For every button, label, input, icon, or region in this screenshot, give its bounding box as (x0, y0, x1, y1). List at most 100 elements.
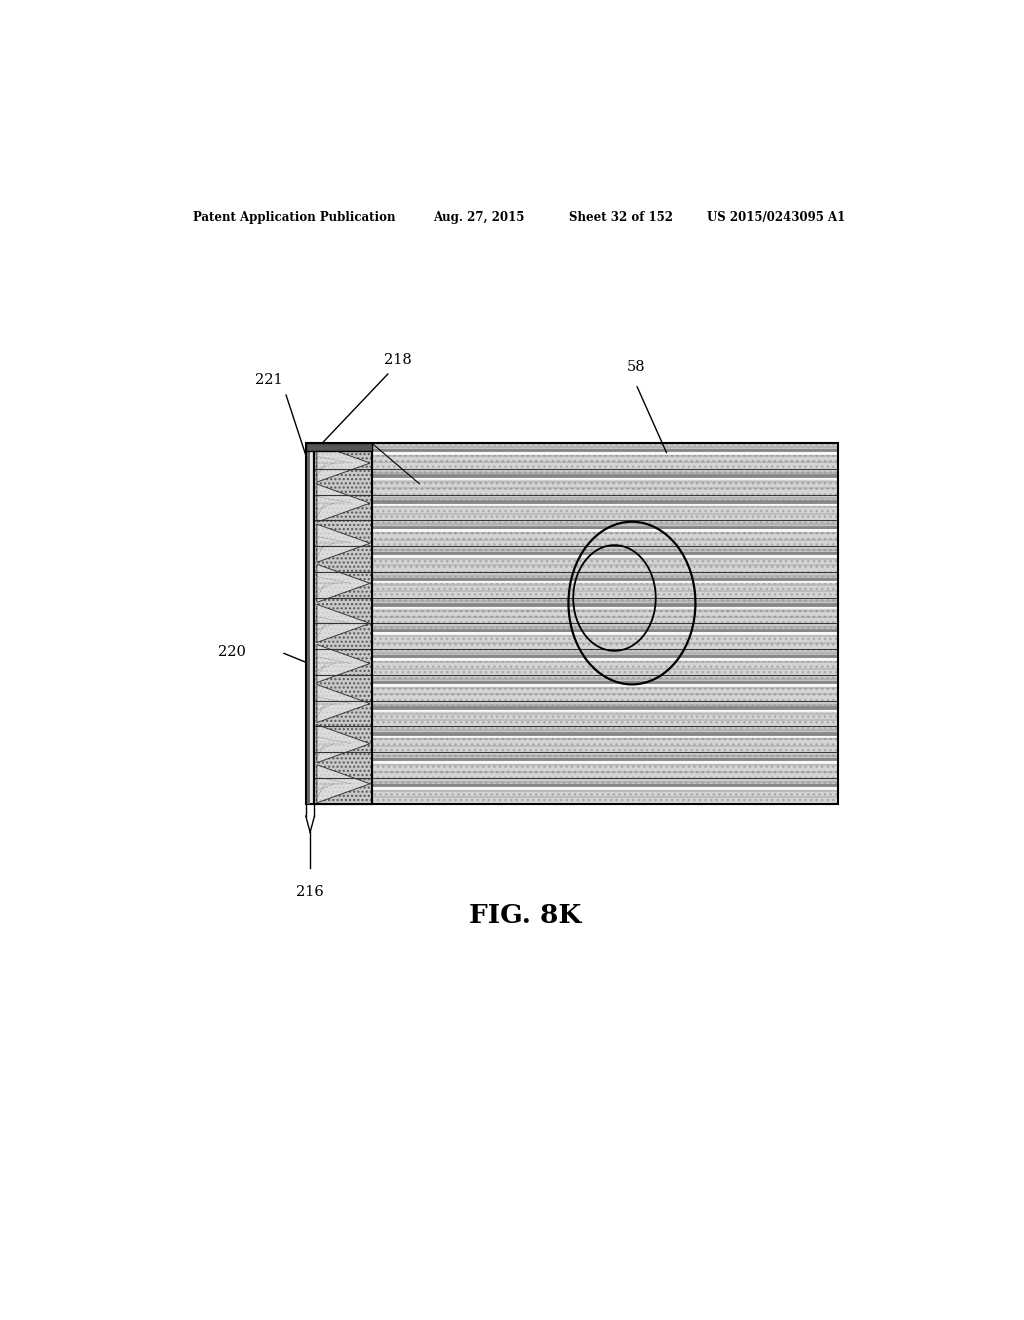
Bar (372, 583, 839, 598)
Bar (372, 557, 839, 572)
Bar (372, 480, 839, 495)
Bar (372, 635, 839, 649)
Bar (314, 444, 372, 804)
Bar (306, 444, 373, 451)
Bar (372, 777, 839, 784)
Bar (372, 713, 839, 726)
Bar (372, 713, 839, 726)
Bar (372, 520, 839, 525)
Bar (307, 444, 309, 804)
Bar (372, 503, 839, 506)
Polygon shape (316, 605, 370, 643)
Text: Patent Application Publication: Patent Application Publication (194, 211, 395, 224)
Bar (372, 789, 839, 804)
Bar (372, 598, 839, 603)
Bar (372, 661, 839, 675)
Bar (372, 738, 839, 752)
Bar (372, 520, 839, 525)
Bar (372, 454, 839, 469)
Bar (372, 681, 839, 684)
Bar (372, 449, 839, 451)
Bar (372, 529, 839, 532)
Bar (372, 675, 839, 681)
Bar (372, 758, 839, 762)
Bar (372, 454, 839, 469)
Bar (372, 632, 839, 635)
Bar (372, 525, 839, 529)
Bar (372, 623, 839, 630)
Bar (372, 581, 839, 583)
Bar (372, 762, 839, 764)
Bar (372, 578, 839, 581)
Bar (372, 686, 839, 701)
Bar (372, 556, 839, 557)
Text: FIG. 8K: FIG. 8K (469, 903, 581, 928)
Bar (372, 546, 839, 552)
Bar (372, 735, 839, 738)
Bar (372, 500, 839, 503)
Text: 218: 218 (384, 352, 412, 367)
Polygon shape (316, 644, 370, 682)
Text: 58: 58 (627, 360, 645, 374)
Bar (372, 474, 839, 478)
Bar (372, 532, 839, 546)
Bar (372, 787, 839, 789)
Bar (306, 444, 314, 804)
Bar (372, 444, 839, 449)
Bar (372, 675, 839, 681)
Bar (372, 784, 839, 787)
Bar (372, 546, 839, 552)
Bar (372, 649, 839, 655)
Bar (372, 701, 839, 706)
Bar (314, 444, 372, 804)
Bar (372, 706, 839, 710)
Bar (372, 701, 839, 706)
Bar (372, 764, 839, 777)
Bar (372, 552, 839, 556)
Text: US 2015/0243095 A1: US 2015/0243095 A1 (708, 211, 846, 224)
Bar (372, 451, 839, 454)
Bar (372, 726, 839, 733)
Bar (372, 469, 839, 474)
Bar (372, 478, 839, 480)
Polygon shape (316, 484, 370, 523)
Bar (372, 655, 839, 659)
Bar (372, 649, 839, 655)
Polygon shape (316, 564, 370, 602)
Bar (372, 777, 839, 784)
Bar (372, 572, 839, 578)
Bar (372, 557, 839, 572)
Bar (372, 733, 839, 735)
Bar (372, 738, 839, 752)
Bar (372, 583, 839, 598)
Bar (372, 610, 839, 623)
Text: Sheet 32 of 152: Sheet 32 of 152 (569, 211, 673, 224)
Bar (372, 469, 839, 474)
Bar (372, 623, 839, 630)
Polygon shape (316, 764, 370, 803)
Text: 216: 216 (296, 886, 324, 899)
Bar (372, 506, 839, 520)
Bar (372, 572, 839, 578)
Polygon shape (316, 444, 370, 482)
Bar (372, 630, 839, 632)
Bar (372, 752, 839, 758)
Bar (372, 444, 839, 449)
Polygon shape (316, 725, 370, 763)
Text: 221: 221 (255, 374, 283, 387)
Bar (372, 661, 839, 675)
Bar (372, 789, 839, 804)
Bar (372, 635, 839, 649)
Bar (372, 532, 839, 546)
Polygon shape (316, 685, 370, 722)
Bar (372, 659, 839, 661)
Bar (372, 610, 839, 623)
Bar (372, 764, 839, 777)
Bar (372, 752, 839, 758)
Text: 220: 220 (217, 645, 246, 659)
Bar (372, 444, 839, 804)
Bar (372, 495, 839, 500)
Bar (372, 726, 839, 733)
Bar (372, 598, 839, 603)
Bar (372, 506, 839, 520)
